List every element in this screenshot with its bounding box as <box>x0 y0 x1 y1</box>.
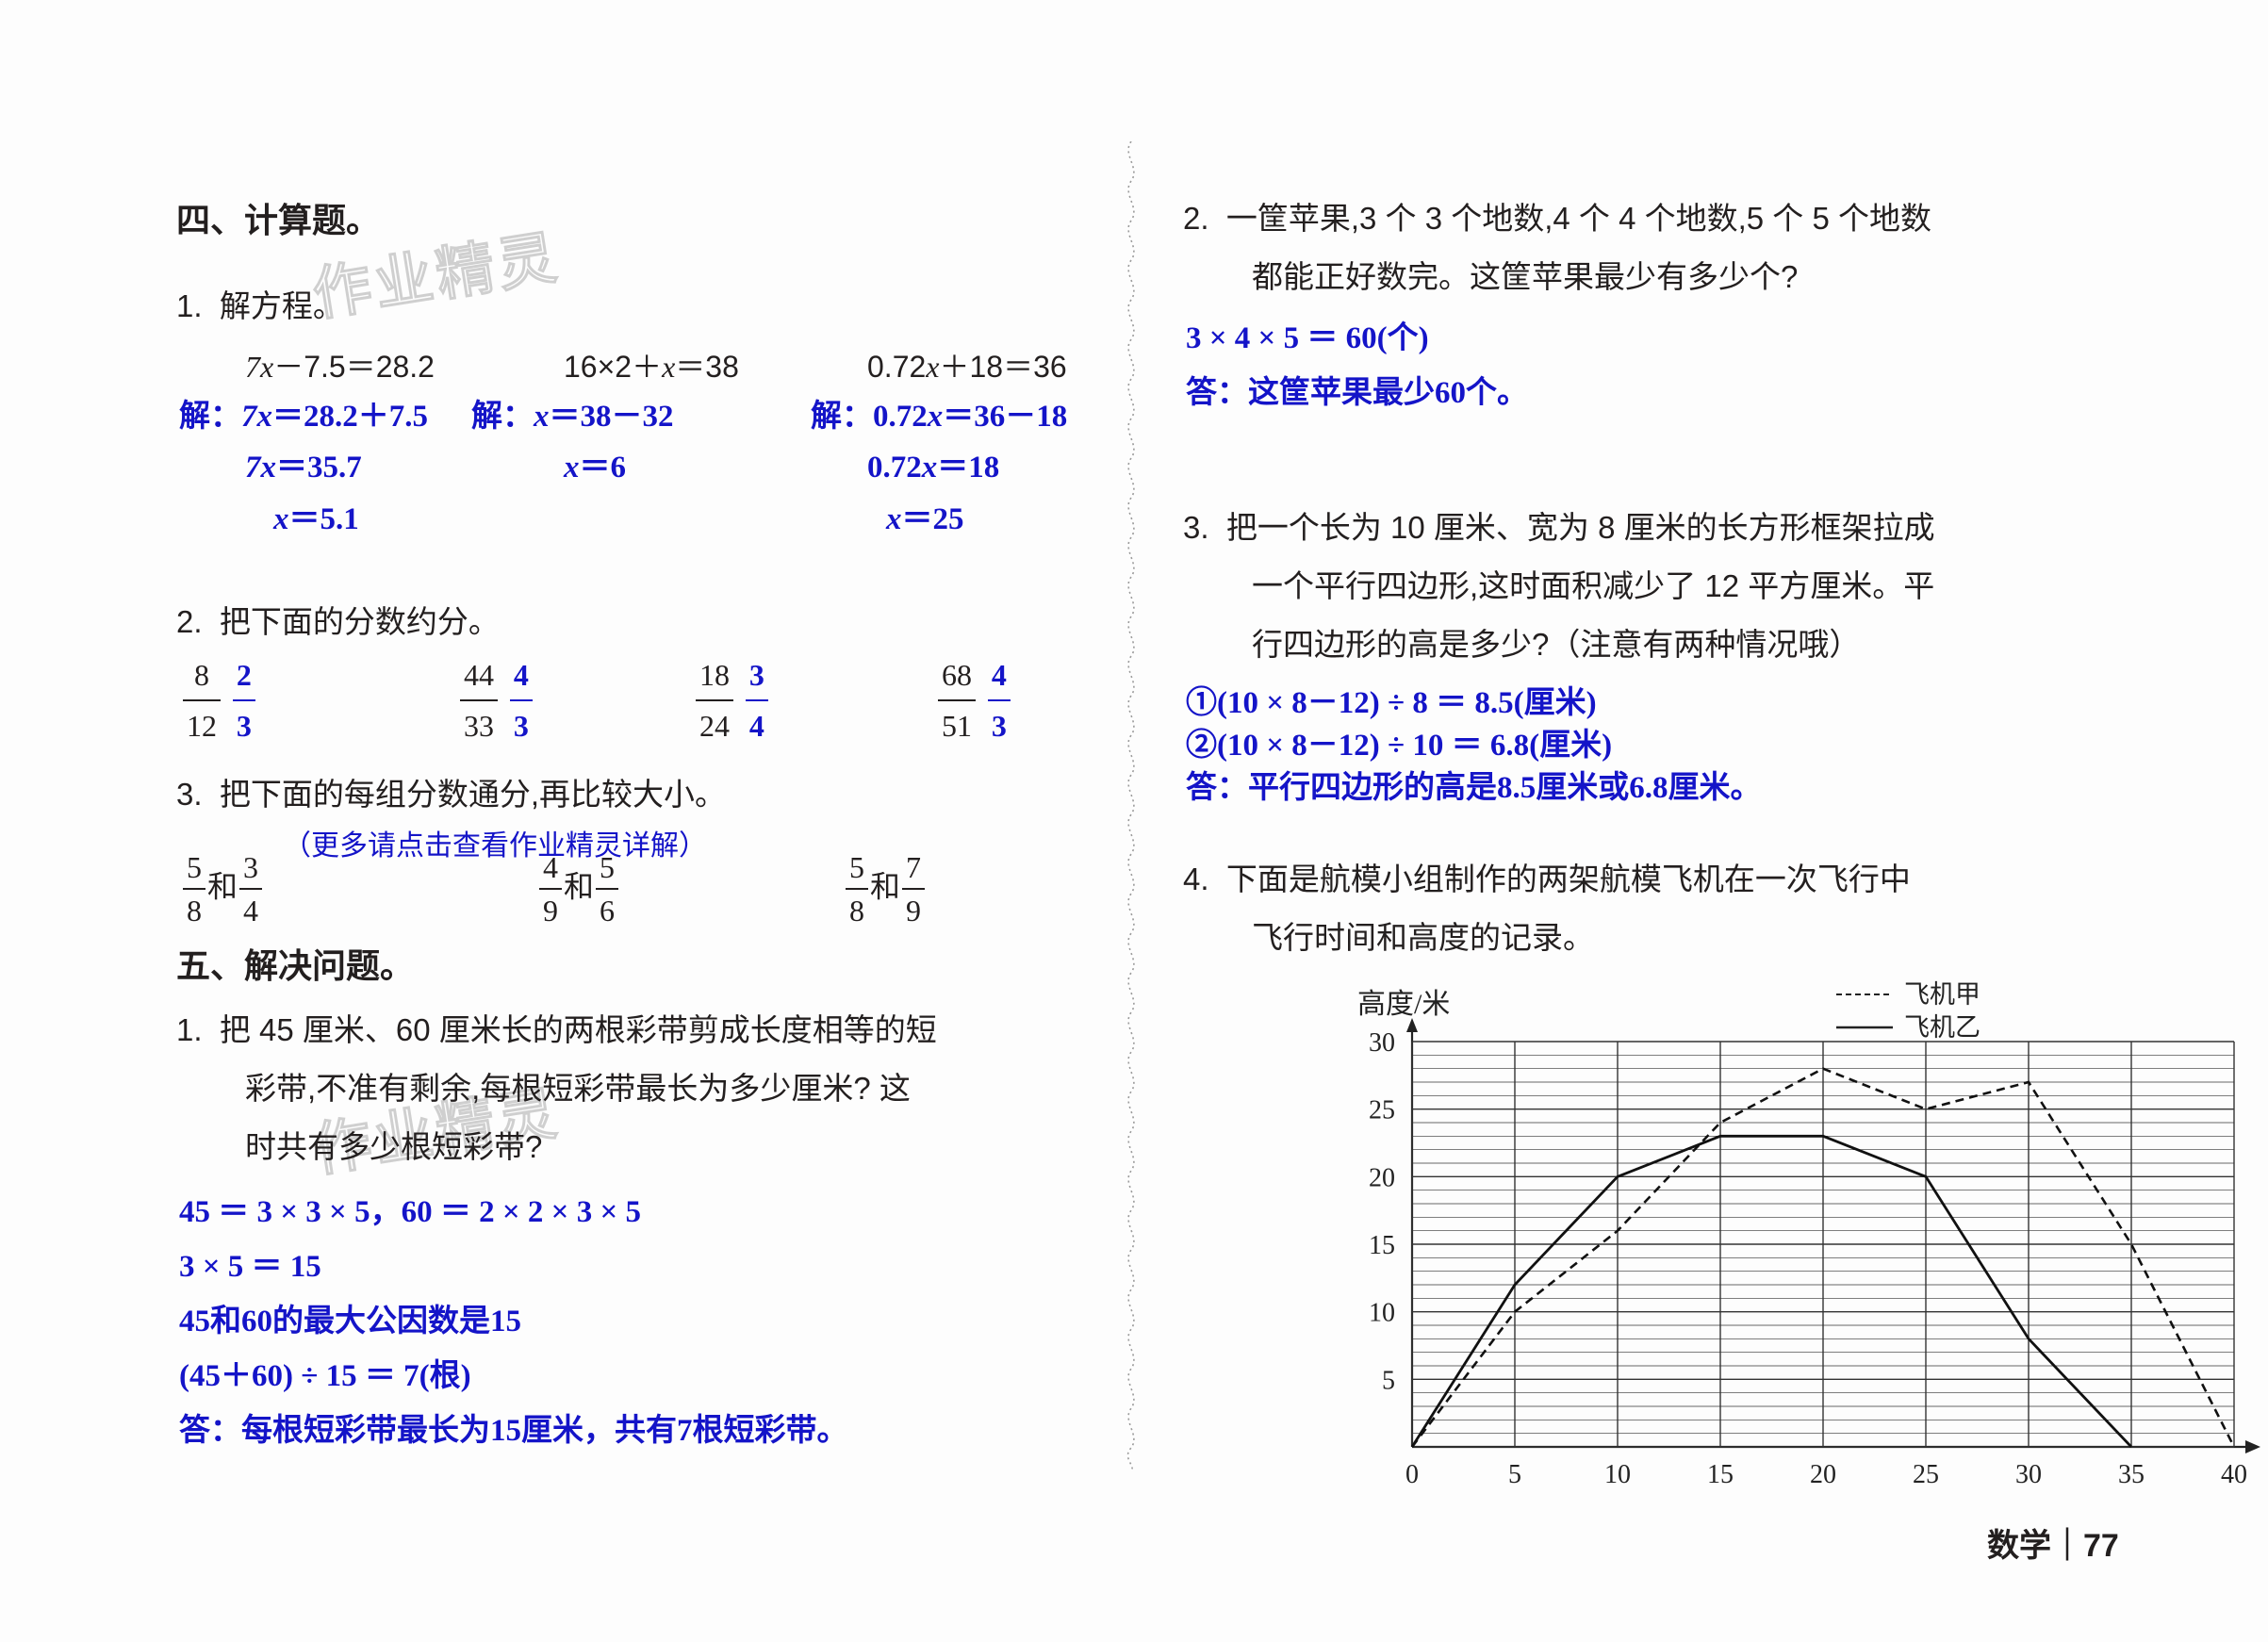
svg-text:20: 20 <box>1369 1163 1395 1192</box>
svg-text:飞机乙: 飞机乙 <box>1904 1013 1980 1042</box>
svg-text:30: 30 <box>1369 1028 1395 1058</box>
svg-text:飞机甲: 飞机甲 <box>1904 980 1980 1009</box>
svg-text:高度/米: 高度/米 <box>1357 989 1450 1020</box>
svg-text:5: 5 <box>1382 1366 1395 1395</box>
svg-text:10: 10 <box>1604 1460 1631 1489</box>
svg-text:20: 20 <box>1810 1460 1836 1489</box>
svg-text:25: 25 <box>1369 1096 1395 1125</box>
svg-text:30: 30 <box>2015 1460 2042 1489</box>
svg-text:15: 15 <box>1369 1231 1395 1260</box>
svg-text:10: 10 <box>1369 1299 1395 1328</box>
svg-text:5: 5 <box>1508 1460 1521 1489</box>
svg-text:40: 40 <box>2221 1460 2247 1489</box>
svg-text:15: 15 <box>1707 1460 1734 1489</box>
svg-text:0: 0 <box>1405 1460 1419 1489</box>
svg-text:25: 25 <box>1913 1460 1939 1489</box>
svg-text:35: 35 <box>2118 1460 2145 1489</box>
